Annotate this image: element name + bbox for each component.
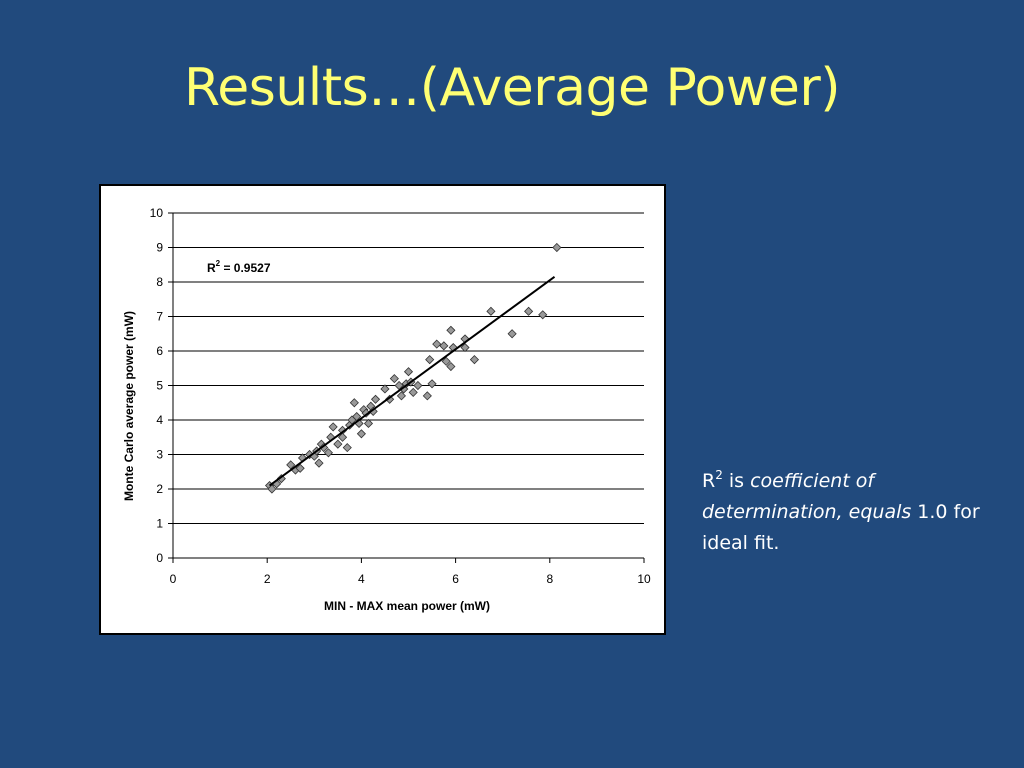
x-tick-label: 4 bbox=[358, 572, 365, 586]
y-tick-label: 2 bbox=[156, 482, 163, 496]
data-point bbox=[328, 422, 338, 432]
note-tail: 1.0 for ideal fit. bbox=[702, 501, 980, 554]
y-tick-label: 5 bbox=[156, 379, 163, 393]
r-squared-value: = 0.9527 bbox=[220, 261, 271, 275]
data-point bbox=[486, 306, 496, 316]
data-point bbox=[460, 342, 470, 353]
data-point bbox=[380, 384, 390, 394]
y-tick-label: 9 bbox=[156, 241, 163, 255]
trend-line bbox=[268, 276, 556, 487]
y-tick-label: 4 bbox=[156, 413, 163, 427]
data-point bbox=[446, 361, 456, 372]
data-point bbox=[389, 374, 399, 384]
data-point bbox=[408, 387, 418, 397]
x-axis-label: MIN - MAX mean power (mW) bbox=[324, 599, 490, 613]
x-tick-label: 0 bbox=[170, 572, 177, 586]
r-squared-note: R2 is coefficient of determination, equa… bbox=[702, 466, 1002, 559]
y-tick-label: 8 bbox=[156, 275, 163, 289]
data-point bbox=[403, 367, 414, 377]
y-tick-label: 1 bbox=[156, 517, 163, 531]
data-point bbox=[432, 339, 442, 349]
data-point bbox=[538, 310, 548, 320]
data-point bbox=[552, 242, 562, 253]
chart-frame: 0 1 2 3 4 5 6 7 8 9 10 0 2 4 6 8 10 Monte Carlo average … bbox=[99, 184, 666, 635]
data-point bbox=[323, 448, 333, 458]
data-point bbox=[363, 418, 374, 429]
x-tick-label: 10 bbox=[637, 572, 651, 586]
data-point bbox=[314, 458, 324, 468]
data-point bbox=[396, 391, 407, 401]
data-point bbox=[333, 439, 343, 449]
y-tick-label: 0 bbox=[156, 551, 163, 565]
y-tick-label: 7 bbox=[156, 310, 163, 324]
data-point bbox=[425, 355, 435, 365]
r-symbol: R bbox=[207, 261, 216, 275]
note-italic: coefficient of determination, equals bbox=[702, 470, 912, 523]
scatter-chart: 0 1 2 3 4 5 6 7 8 9 10 0 2 4 6 8 10 Monte Carlo average … bbox=[122, 206, 651, 613]
x-tick-label: 6 bbox=[452, 572, 459, 586]
data-point bbox=[267, 484, 277, 494]
y-tick-label: 3 bbox=[156, 448, 163, 462]
y-axis-label: Monte Carlo average power (mW) bbox=[122, 311, 136, 501]
chart-trendline bbox=[268, 276, 556, 487]
y-tick-label: 6 bbox=[156, 344, 163, 358]
data-point bbox=[370, 394, 381, 404]
note-r: R bbox=[702, 470, 716, 492]
data-point bbox=[441, 356, 451, 366]
x-tick-label: 8 bbox=[546, 572, 553, 586]
slide-title: Results…(Average Power) bbox=[183, 58, 841, 118]
data-point bbox=[446, 325, 456, 335]
data-point bbox=[413, 380, 423, 391]
data-point bbox=[337, 432, 348, 442]
data-point bbox=[427, 379, 437, 389]
note-superscript: 2 bbox=[715, 468, 723, 482]
data-point bbox=[342, 443, 352, 453]
y-tick-label: 10 bbox=[150, 206, 164, 220]
data-point bbox=[349, 398, 359, 408]
data-point bbox=[524, 306, 534, 316]
data-point bbox=[469, 355, 480, 365]
x-tick-label: 2 bbox=[264, 572, 271, 586]
data-point bbox=[507, 329, 517, 339]
r-squared-annotation: R2 = 0.9527 bbox=[207, 259, 271, 275]
data-point bbox=[295, 463, 305, 473]
data-point bbox=[356, 429, 366, 439]
data-point bbox=[439, 341, 449, 351]
chart-axes: 0 1 2 3 4 5 6 7 8 9 10 0 2 4 6 8 10 bbox=[150, 206, 651, 586]
data-point bbox=[422, 391, 432, 401]
r-superscript: 2 bbox=[216, 259, 221, 268]
note-is: is bbox=[722, 470, 751, 492]
